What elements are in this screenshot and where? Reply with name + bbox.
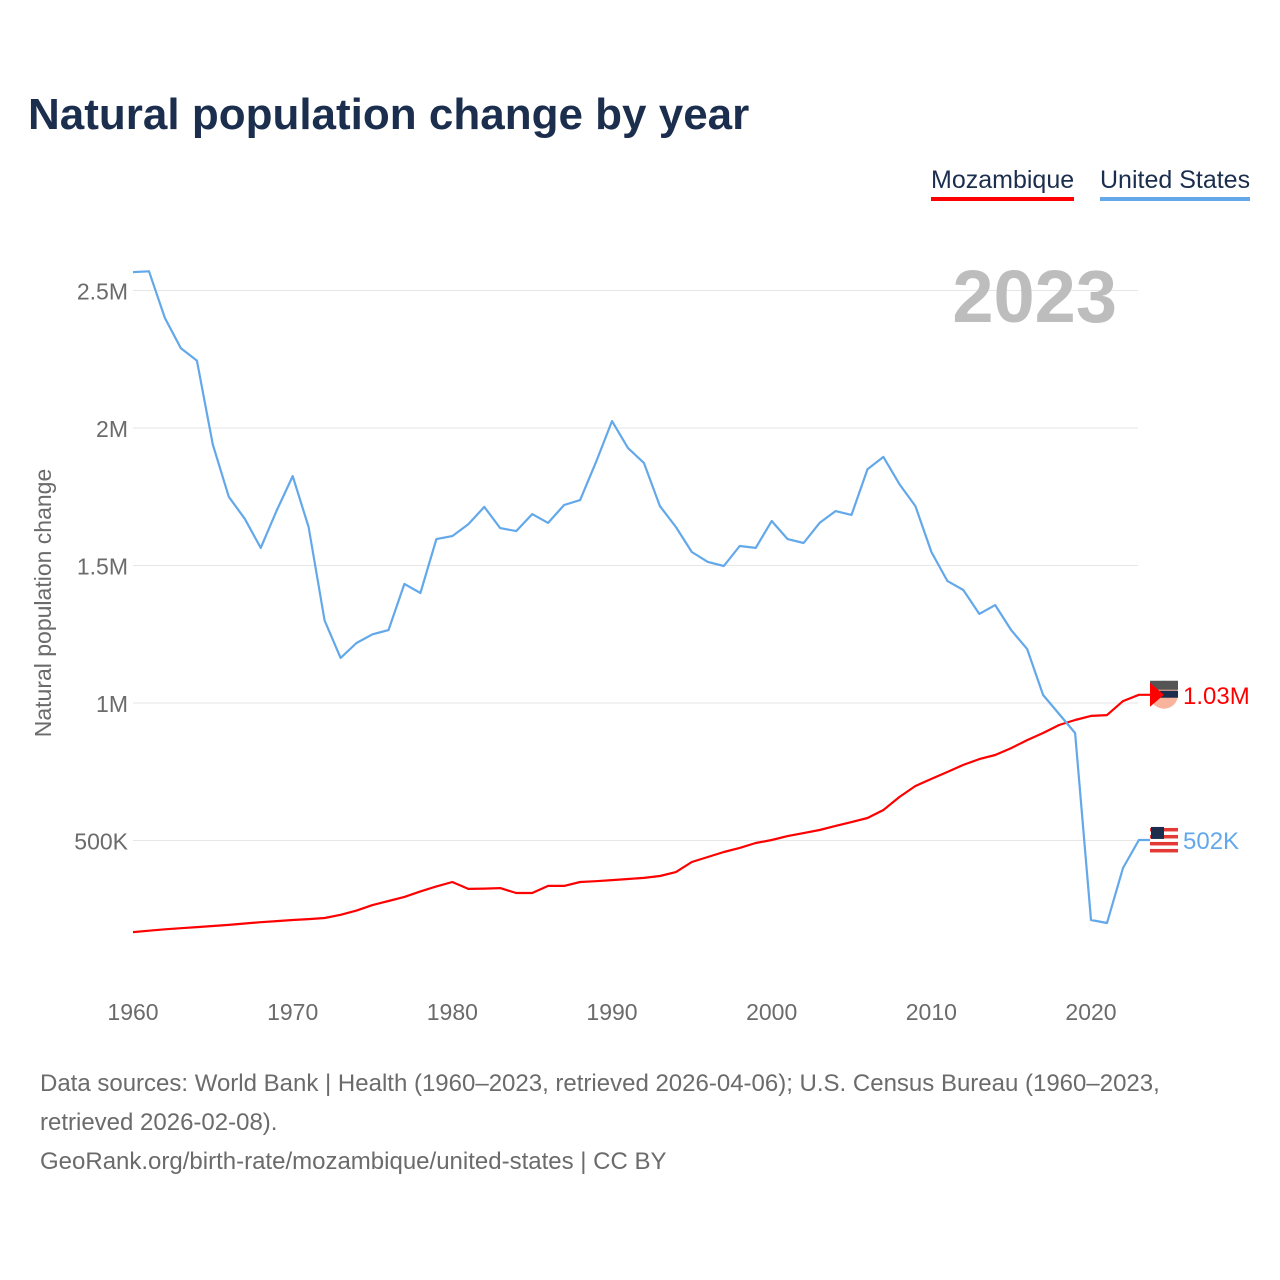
line-chart: 500K 1M 1.5M 2M 2.5M 1960 1970 1980 1990 2000 2010… [30, 255, 1250, 1025]
data-sources-cont: retrieved 2026-02-08). [40, 1109, 278, 1136]
flag-stripe [1150, 690, 1178, 698]
x-tick-label: 2010 [906, 999, 957, 1025]
y-tick-label: 1M [96, 691, 128, 717]
end-value-united-states: 502K [1183, 828, 1239, 855]
y-tick-label: 500K [74, 829, 128, 855]
x-tick-label: 1970 [267, 999, 318, 1025]
flag-triangle [1150, 682, 1164, 707]
flag-stripe [1150, 680, 1178, 690]
chart-title: Natural population change by year [28, 90, 750, 139]
x-tick-label: 1980 [427, 999, 478, 1025]
flag-stripe [1150, 841, 1178, 846]
x-tick-label: 1960 [107, 999, 158, 1025]
end-value-mozambique: 1.03M [1183, 683, 1250, 710]
flag-mozambique-icon [1150, 680, 1178, 709]
legend-united-states[interactable]: United States [1100, 166, 1251, 201]
x-tick-label: 2020 [1065, 999, 1116, 1025]
y-tick-label: 1.5M [77, 554, 128, 580]
y-axis-label: Natural population change [30, 469, 56, 738]
x-tick-label: 1990 [586, 999, 637, 1025]
series-line-united-states [132, 270, 1150, 925]
current-year-label: 2023 [952, 255, 1117, 338]
flag-stripe [1150, 848, 1178, 853]
flag-canton [1151, 826, 1164, 839]
y-tick-label: 2.5M [77, 279, 128, 305]
x-tick-label: 2000 [746, 999, 797, 1025]
flag-united-states-icon [1150, 825, 1178, 854]
credit-link[interactable]: GeoRank.org/birth-rate/mozambique/united… [40, 1148, 667, 1175]
data-sources: Data sources: World Bank | Health (1960–… [40, 1070, 1160, 1097]
series-line-mozambique [132, 693, 1150, 934]
y-tick-label: 2M [96, 416, 128, 442]
legend-mozambique[interactable]: Mozambique [931, 166, 1075, 201]
